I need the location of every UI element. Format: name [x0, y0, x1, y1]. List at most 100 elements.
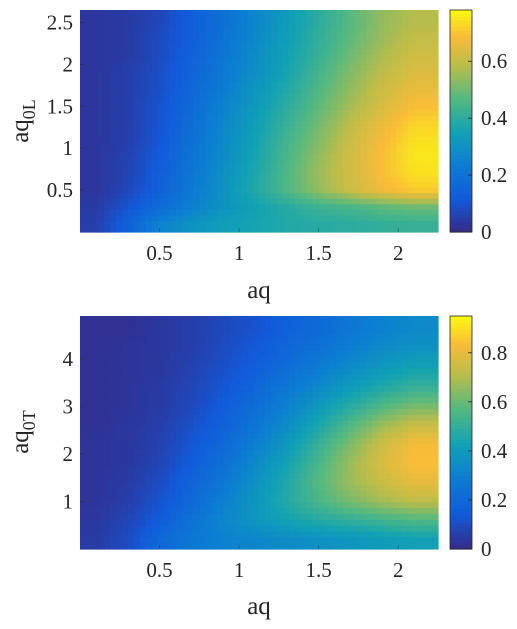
- top-heatmap-cell: [121, 143, 129, 150]
- top-heatmap-cell: [318, 87, 326, 94]
- bottom-heatmap-cell: [408, 519, 415, 527]
- top-heatmap-cell: [223, 132, 230, 139]
- bottom-heatmap-cell: [330, 467, 338, 474]
- top-heatmap-cell: [133, 132, 141, 139]
- top-heatmap-cell: [259, 204, 266, 211]
- top-heatmap-cell: [354, 143, 362, 150]
- bottom-heatmap-cell: [241, 514, 248, 521]
- top-heatmap-cell: [390, 26, 397, 33]
- bottom-heatmap-cell: [366, 333, 373, 340]
- top-y-axis-label: aq0L: [7, 99, 39, 143]
- top-heatmap-cell: [253, 187, 260, 194]
- bottom-heatmap-cell: [229, 316, 236, 323]
- bottom-heatmap-cell: [270, 519, 278, 527]
- top-heatmap-cell: [175, 215, 183, 222]
- top-heatmap-cell: [396, 204, 403, 211]
- top-heatmap-cell: [103, 159, 111, 166]
- bottom-heatmap-cell: [229, 479, 236, 486]
- top-heatmap-cell: [127, 143, 135, 150]
- bottom-heatmap-cell: [300, 514, 308, 521]
- bottom-heatmap-cell: [264, 316, 272, 323]
- bottom-colorbar-segment: [450, 494, 472, 499]
- bottom-heatmap-cell: [199, 438, 206, 445]
- bottom-heatmap-cell: [408, 426, 415, 434]
- bottom-heatmap-cell: [354, 339, 362, 346]
- top-heatmap-cell: [97, 165, 105, 172]
- bottom-heatmap-cell: [205, 409, 212, 416]
- top-heatmap-cell: [241, 176, 248, 183]
- bottom-heatmap-cell: [103, 374, 111, 381]
- bottom-heatmap-cell: [360, 368, 367, 375]
- top-heatmap-cell: [300, 43, 308, 50]
- top-heatmap-cell: [80, 104, 87, 111]
- bottom-heatmap-cell: [103, 514, 111, 521]
- bottom-heatmap-cell: [109, 368, 117, 375]
- top-heatmap-cell: [181, 71, 188, 78]
- bottom-heatmap-cell: [187, 397, 194, 404]
- bottom-heatmap-cell: [342, 543, 350, 550]
- top-heatmap-cell: [229, 193, 236, 200]
- top-heatmap-cell: [151, 10, 159, 17]
- bottom-colorbar-segment: [450, 530, 472, 536]
- top-heatmap-cell: [217, 154, 224, 161]
- top-heatmap-cell: [187, 10, 194, 17]
- top-heatmap-cell: [199, 143, 206, 150]
- top-heatmap-cell: [247, 187, 254, 194]
- top-heatmap-cell: [169, 65, 177, 72]
- top-heatmap-cell: [342, 98, 350, 105]
- top-heatmap-cell: [103, 137, 111, 144]
- bottom-heatmap-cell: [163, 502, 171, 509]
- bottom-heatmap-cell: [109, 502, 117, 509]
- top-heatmap-cell: [366, 159, 373, 166]
- bottom-heatmap-cell: [300, 362, 308, 370]
- bottom-heatmap-cell: [276, 502, 284, 509]
- top-heatmap-cell: [270, 193, 278, 200]
- top-heatmap-cell: [432, 15, 439, 22]
- top-heatmap-cell: [282, 121, 290, 128]
- bottom-heatmap-cell: [247, 426, 254, 434]
- bottom-heatmap-cell: [145, 420, 153, 428]
- bottom-heatmap-cell: [187, 403, 194, 410]
- bottom-heatmap-cell: [402, 525, 409, 533]
- bottom-heatmap-cell: [97, 368, 105, 375]
- bottom-heatmap-cell: [354, 397, 362, 404]
- bottom-heatmap-cell: [115, 327, 123, 335]
- bottom-heatmap-cell: [390, 432, 397, 439]
- top-heatmap-cell: [348, 143, 356, 150]
- bottom-heatmap-cell: [97, 403, 105, 410]
- top-heatmap-cell: [139, 54, 147, 61]
- bottom-heatmap-cell: [235, 490, 242, 498]
- top-heatmap-cell: [300, 54, 308, 61]
- bottom-heatmap-cell: [294, 391, 302, 399]
- bottom-heatmap-cell: [241, 316, 248, 323]
- top-heatmap-cell: [402, 176, 409, 183]
- top-heatmap-cell: [145, 226, 153, 233]
- bottom-heatmap-cell: [217, 496, 224, 503]
- top-heatmap-cell: [85, 48, 93, 55]
- bottom-heatmap-cell: [187, 508, 194, 515]
- top-heatmap-cell: [217, 59, 224, 67]
- top-heatmap-cell: [235, 132, 242, 139]
- top-heatmap-cell: [264, 148, 272, 155]
- top-heatmap-cell: [288, 98, 296, 105]
- bottom-heatmap-cell: [139, 350, 147, 358]
- bottom-heatmap-cell: [97, 449, 105, 457]
- bottom-heatmap-cell: [372, 438, 379, 445]
- top-heatmap-cell: [276, 215, 284, 222]
- bottom-heatmap-cell: [187, 321, 194, 329]
- top-heatmap-cell: [97, 10, 105, 17]
- top-heatmap-cell: [97, 198, 105, 205]
- top-heatmap-cell: [342, 65, 350, 72]
- bottom-heatmap-cell: [366, 537, 373, 544]
- top-heatmap-cell: [354, 226, 362, 233]
- bottom-heatmap-cell: [181, 455, 188, 463]
- top-heatmap-cell: [264, 115, 272, 122]
- top-heatmap-cell: [348, 137, 356, 144]
- bottom-heatmap-cell: [175, 531, 183, 538]
- bottom-heatmap-cell: [229, 531, 236, 538]
- top-heatmap-cell: [97, 176, 105, 183]
- bottom-heatmap-cell: [336, 455, 344, 463]
- bottom-heatmap-cell: [229, 380, 236, 387]
- top-heatmap-cell: [175, 226, 183, 233]
- top-heatmap-cell: [199, 187, 206, 194]
